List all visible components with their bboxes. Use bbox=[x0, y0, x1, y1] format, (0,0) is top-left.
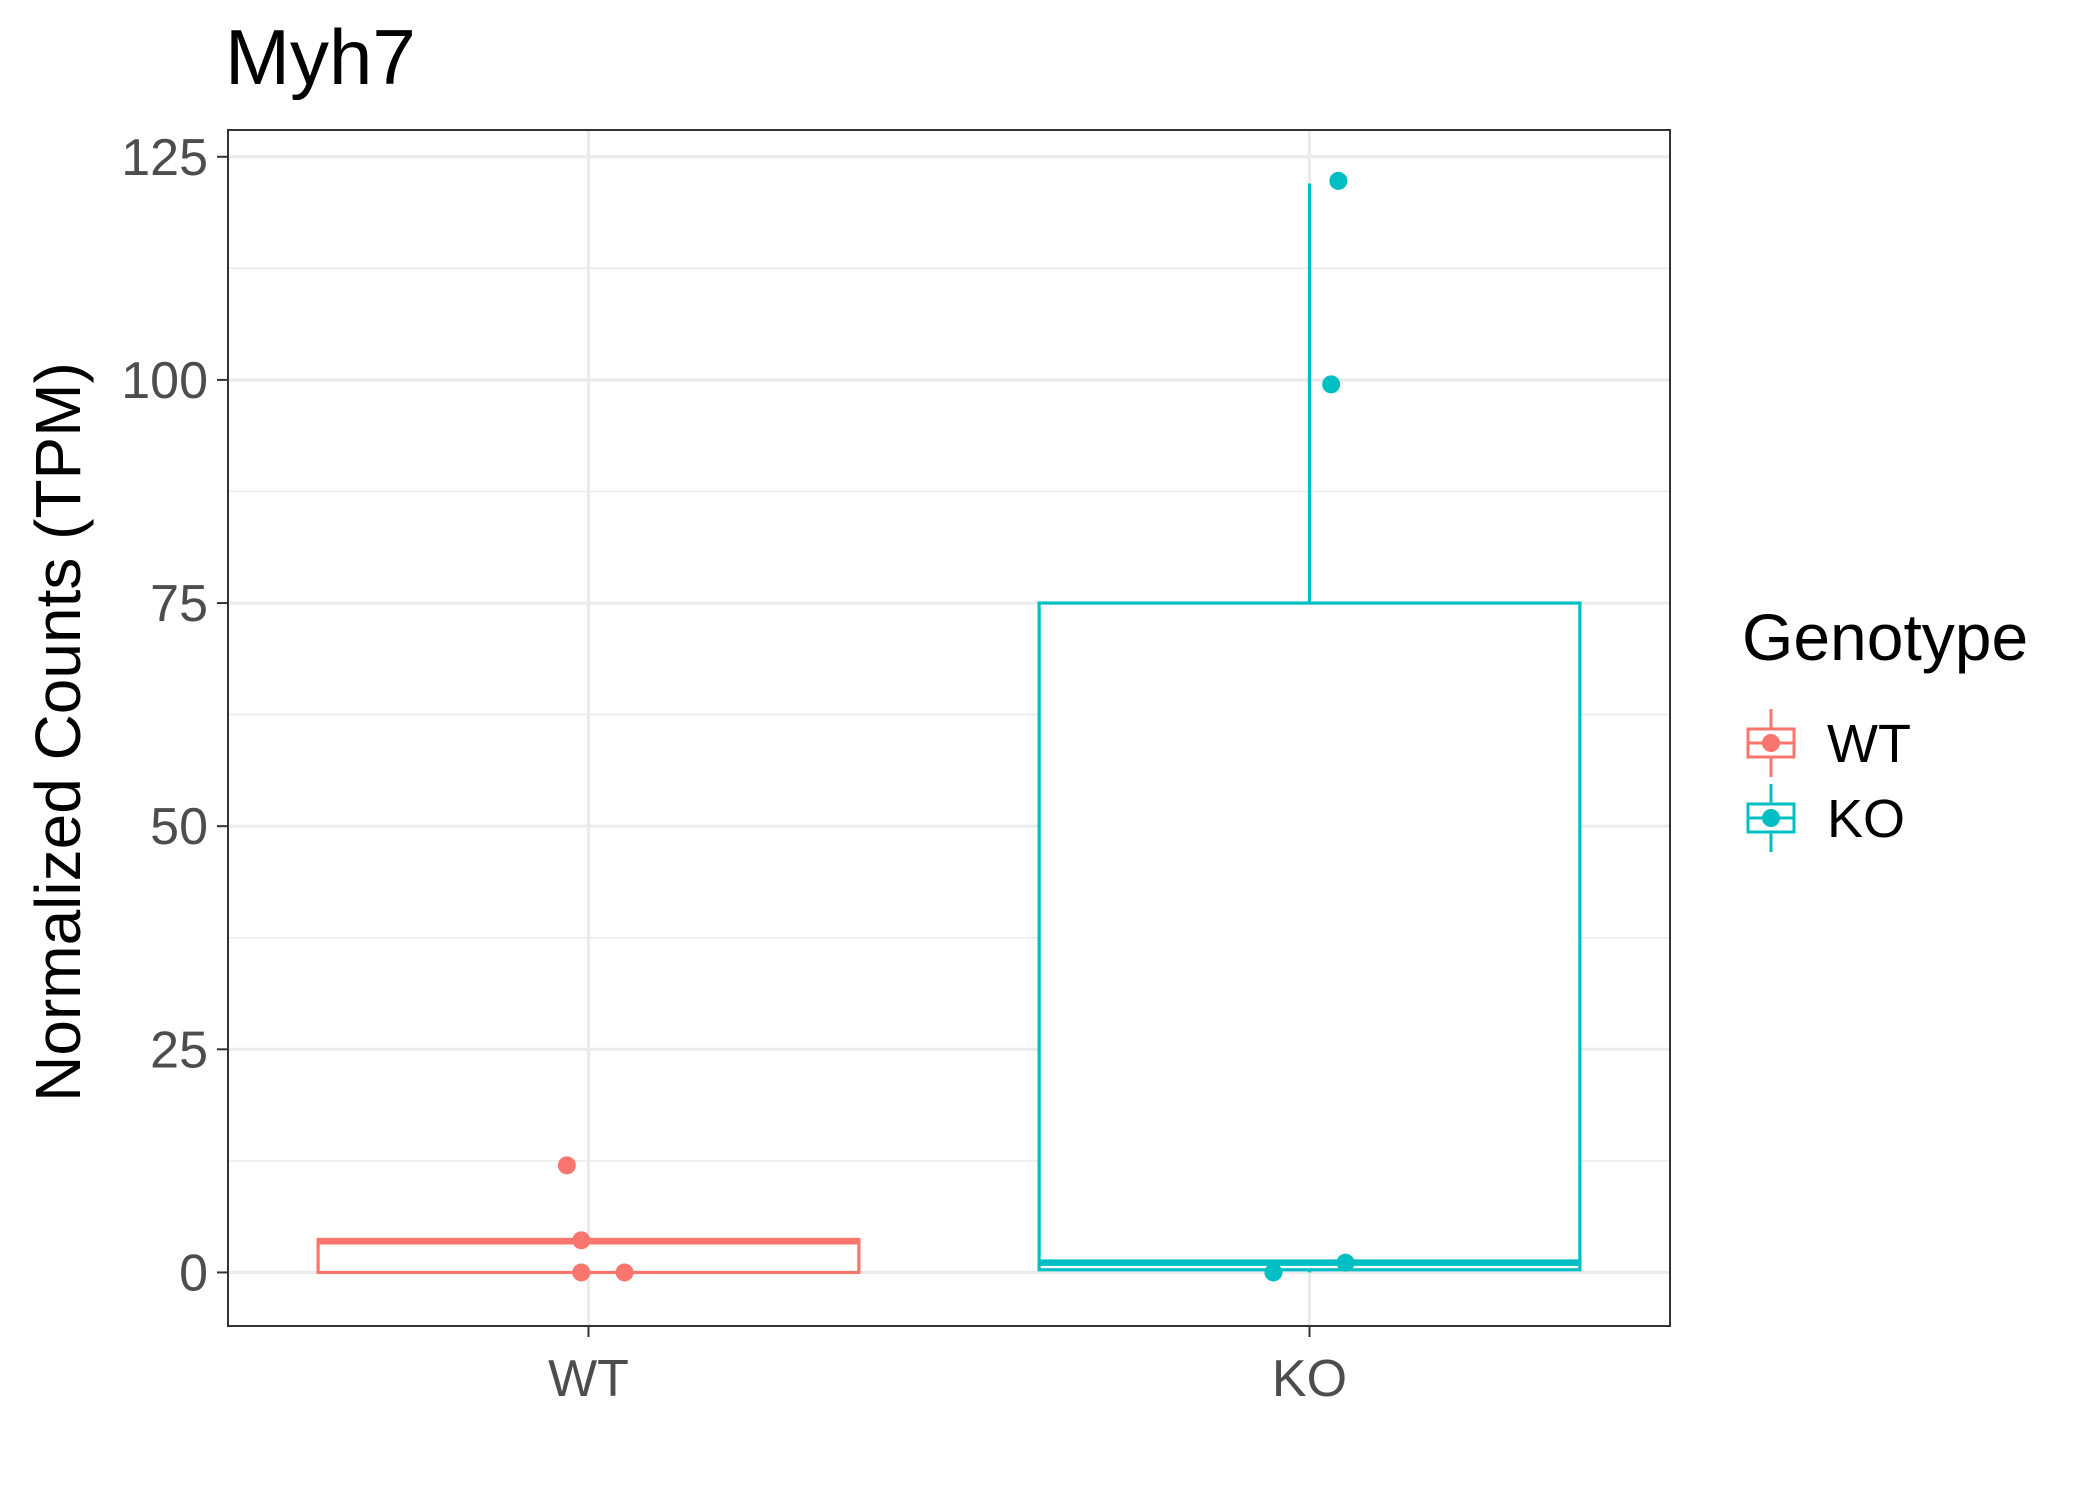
y-tick-label: 100 bbox=[121, 352, 208, 410]
legend-key-ko bbox=[1746, 784, 1796, 852]
legend-label: KO bbox=[1827, 789, 1905, 849]
data-point bbox=[615, 1263, 634, 1282]
legend-key-point bbox=[1762, 809, 1780, 827]
box-ko bbox=[1037, 601, 1582, 1272]
x-axis: WT KO bbox=[548, 1326, 1347, 1408]
y-tick-label: 125 bbox=[121, 129, 208, 187]
data-point bbox=[1264, 1263, 1283, 1282]
box-wt bbox=[316, 1237, 861, 1275]
point-layer bbox=[557, 171, 1355, 1282]
data-point bbox=[1329, 171, 1348, 190]
x-tick-label: WT bbox=[548, 1350, 629, 1408]
x-tick-label: KO bbox=[1272, 1350, 1347, 1408]
legend: Genotype WT KO bbox=[1742, 600, 2028, 852]
data-point bbox=[557, 1156, 576, 1175]
y-axis-title: Normalized Counts (TPM) bbox=[22, 362, 94, 1102]
y-tick-label: 25 bbox=[150, 1021, 208, 1079]
data-point bbox=[572, 1231, 591, 1250]
y-tick-label: 0 bbox=[179, 1244, 208, 1302]
legend-key-point bbox=[1762, 734, 1780, 752]
data-point bbox=[1336, 1253, 1355, 1272]
legend-label: WT bbox=[1827, 714, 1911, 774]
data-point bbox=[1322, 375, 1341, 394]
legend-keys: WT KO bbox=[1746, 709, 1911, 852]
chart-title: Myh7 bbox=[225, 13, 416, 101]
data-point bbox=[572, 1263, 591, 1282]
plot-panel-border bbox=[227, 129, 1671, 1327]
box-layer bbox=[316, 183, 1582, 1275]
y-tick-label: 75 bbox=[150, 575, 208, 633]
y-tick-label: 50 bbox=[150, 798, 208, 856]
legend-title: Genotype bbox=[1742, 600, 2028, 674]
legend-key-wt bbox=[1746, 709, 1796, 777]
y-axis: 0 25 50 75 100 125 bbox=[121, 129, 228, 1302]
